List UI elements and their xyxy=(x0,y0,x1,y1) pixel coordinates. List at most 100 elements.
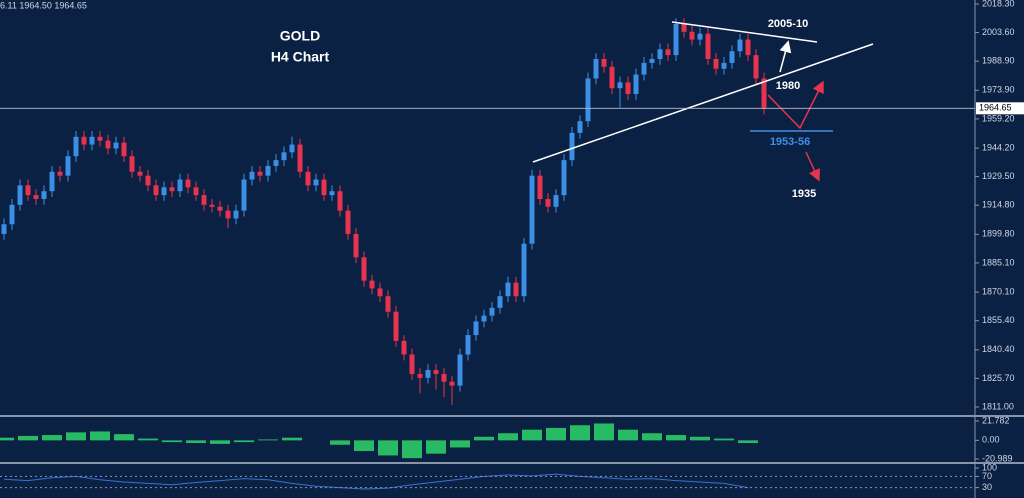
y-tick-label: 1885.10 xyxy=(982,257,1015,267)
histogram-bar xyxy=(258,439,278,441)
histogram-bar xyxy=(18,435,38,441)
histogram-bar xyxy=(450,440,470,448)
histogram-bar xyxy=(522,429,542,441)
candle-body xyxy=(217,206,223,211)
candle-body xyxy=(657,49,663,60)
candle-body xyxy=(281,152,287,161)
y-tick-label: 1973.90 xyxy=(982,85,1015,95)
y-tick-label: 2018.30 xyxy=(982,0,1015,8)
candle-body xyxy=(353,233,359,258)
candle-body xyxy=(297,144,303,172)
candle-body xyxy=(273,160,279,166)
candle-body xyxy=(209,204,215,207)
y-tick-label: 21.782 xyxy=(982,415,1010,425)
candle-body xyxy=(33,195,39,199)
histogram-bar xyxy=(0,437,14,441)
candle-body xyxy=(401,340,407,355)
candle-body xyxy=(329,191,335,196)
annotation: 1980 xyxy=(776,80,800,92)
candle-body xyxy=(489,307,495,316)
histogram-bar xyxy=(282,437,302,441)
y-tick-label: 1825.70 xyxy=(982,373,1015,383)
y-tick-label: 1988.90 xyxy=(982,56,1015,66)
histogram-bar xyxy=(402,440,422,459)
candle-body xyxy=(369,280,375,289)
candle-body xyxy=(633,74,639,95)
candle-body xyxy=(473,321,479,336)
candle-body xyxy=(313,179,319,186)
candle-body xyxy=(321,179,327,196)
candle-body xyxy=(457,354,463,386)
candle-body xyxy=(689,31,695,40)
candle-body xyxy=(713,59,719,69)
candle-body xyxy=(417,373,423,378)
candle-body xyxy=(25,185,31,196)
candle-body xyxy=(753,55,759,79)
y-tick-label: 1944.20 xyxy=(982,142,1015,152)
histogram-bar xyxy=(234,440,254,443)
candle-body xyxy=(201,195,207,205)
y-tick-label: 1811.00 xyxy=(982,401,1014,411)
histogram-bar xyxy=(618,429,638,441)
annotation: 2005-10 xyxy=(768,18,808,30)
histogram-bar xyxy=(354,440,374,452)
candle-body xyxy=(481,315,487,322)
histogram-bar xyxy=(426,440,446,454)
candle-body xyxy=(1,224,7,234)
candle-body xyxy=(681,24,687,32)
candle-body xyxy=(193,187,199,196)
candle-body xyxy=(337,191,343,211)
y-tick-label: 1899.80 xyxy=(982,229,1015,239)
candle-body xyxy=(553,195,559,207)
candle-body xyxy=(113,142,119,149)
candle-body xyxy=(625,82,631,95)
candle-body xyxy=(545,198,551,207)
candle-body xyxy=(137,171,143,176)
histogram-bar xyxy=(138,438,158,441)
chart-title: GOLD xyxy=(280,28,320,44)
y-tick-label: 1870.10 xyxy=(982,286,1015,296)
candle-body xyxy=(665,49,671,56)
candle-body xyxy=(9,204,15,225)
candle-body xyxy=(145,175,151,186)
candle-body xyxy=(721,62,727,69)
candle-body xyxy=(225,210,231,219)
y-tick-label: 2003.60 xyxy=(982,27,1015,37)
candle-body xyxy=(265,165,271,176)
marks xyxy=(0,18,767,490)
arrow xyxy=(767,80,824,130)
candle-body xyxy=(601,59,607,67)
candle-body xyxy=(185,179,191,188)
candle-body xyxy=(561,160,567,196)
candle-body xyxy=(521,243,527,297)
candle-body xyxy=(65,156,71,176)
annotation: 1935 xyxy=(792,188,816,200)
histogram-bar xyxy=(330,440,350,445)
histogram-bar xyxy=(114,434,134,441)
candle-body xyxy=(249,171,255,180)
candle-body xyxy=(705,33,711,60)
y-tick-label: 1855.40 xyxy=(982,315,1015,325)
histogram-bar xyxy=(42,435,62,441)
histogram-bar xyxy=(546,427,566,441)
current-price-box xyxy=(976,102,1024,115)
candle-body xyxy=(153,185,159,196)
candle-body xyxy=(529,175,535,244)
candle-body xyxy=(345,210,351,234)
histogram-bar xyxy=(210,440,230,444)
histogram-bar xyxy=(690,436,710,441)
y-tick-label: 30 xyxy=(982,482,992,492)
histogram-bar xyxy=(570,425,590,441)
y-tick-label: 0.00 xyxy=(982,435,1000,445)
trend-line xyxy=(671,21,818,43)
histogram-bar xyxy=(666,435,686,441)
y-tick-label: 70 xyxy=(982,471,992,481)
y-tick-label: 1914.80 xyxy=(982,200,1015,210)
candle-body xyxy=(449,381,455,386)
candle-body xyxy=(737,39,743,52)
candle-body xyxy=(257,171,263,176)
histogram-bar xyxy=(594,423,614,441)
histogram-bar xyxy=(66,432,86,441)
